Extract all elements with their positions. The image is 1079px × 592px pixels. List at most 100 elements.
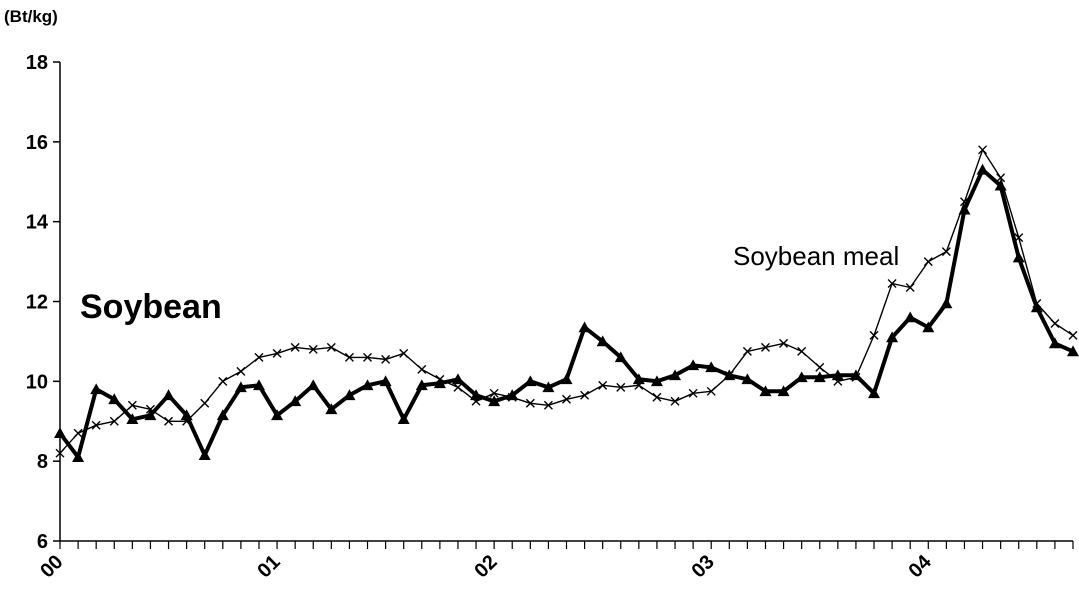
data-point [54,427,66,439]
data-point [126,413,139,425]
x-tick-label: 03 [687,551,718,582]
series-soybean [54,163,1079,462]
data-point [343,389,356,401]
data-point [234,381,247,393]
data-point [562,394,571,404]
data-point [542,381,555,393]
data-point [616,382,626,392]
data-point [724,370,734,380]
data-point [1012,251,1025,263]
data-point [361,379,374,391]
data-point [851,372,861,382]
data-point [435,374,445,384]
data-point [73,428,83,438]
data-point [236,366,246,376]
data-point [525,398,535,408]
data-point [507,392,517,402]
data-point [813,371,826,383]
data-point [182,416,192,426]
data-point [109,416,119,426]
y-tick-label: 6 [37,531,48,553]
x-tick-label: 04 [905,550,937,582]
data-point [453,382,463,392]
data-point [1050,318,1060,328]
data-point [326,342,336,352]
data-point [198,449,211,460]
x-tick-label: 00 [36,551,67,582]
data-point [652,392,662,402]
data-point [344,352,354,362]
data-point [779,338,789,348]
data-point [560,373,573,385]
data-point [1068,330,1078,340]
data-point [941,247,951,257]
data-point [759,385,772,397]
data-point [886,331,899,343]
data-point [55,448,65,458]
y-tick-label: 16 [26,132,48,154]
data-point [598,380,608,390]
y-axis-unit-label: (Bt/kg) [4,7,58,26]
data-point [905,283,915,293]
data-point [869,330,879,340]
data-point [325,403,338,415]
data-point [252,379,265,391]
data-point [216,409,229,421]
data-point [91,420,101,430]
data-point [1014,233,1024,243]
data-point [218,376,228,386]
data-point [887,279,897,289]
data-point [108,393,121,405]
data-point [923,257,933,267]
data-point [72,451,85,462]
data-point [978,145,988,155]
data-point [760,342,770,352]
x-tick-label: 01 [253,551,284,582]
data-point [451,373,464,385]
data-point [650,375,663,387]
data-point [271,409,284,421]
data-point [904,311,917,323]
data-point [471,396,481,406]
data-point [996,173,1006,183]
y-tick-label: 10 [26,371,48,393]
data-point [543,400,553,410]
data-point [797,346,807,356]
data-point [164,416,174,426]
y-tick-label: 14 [26,212,49,234]
data-point [596,335,609,347]
data-point [488,395,501,407]
data-point [669,369,682,381]
data-point [90,383,103,395]
data-point [688,388,698,398]
data-point [162,389,175,401]
data-point [706,386,716,396]
data-point [417,364,427,374]
data-point [200,398,210,408]
data-point [399,348,409,358]
data-point [289,395,302,407]
series-label-soybean-meal: Soybean meal [733,241,899,271]
data-point [397,413,410,425]
y-tick-label: 18 [26,52,48,74]
data-point [1067,345,1079,357]
y-tick-label: 12 [26,292,48,314]
data-point [959,197,969,207]
data-point [489,388,499,398]
data-point [379,375,392,387]
data-point [687,359,700,371]
series-soybean-meal [55,145,1078,458]
data-point [1030,301,1043,313]
data-point [833,376,843,386]
data-point [922,321,935,333]
data-point [144,409,157,421]
data-point [127,400,137,410]
data-point [272,348,282,358]
x-tick-label: 02 [470,551,501,582]
series-label-soybean: Soybean [80,288,222,326]
data-point [578,321,591,333]
data-point [415,379,428,391]
data-point [795,371,808,383]
data-point [290,342,300,352]
